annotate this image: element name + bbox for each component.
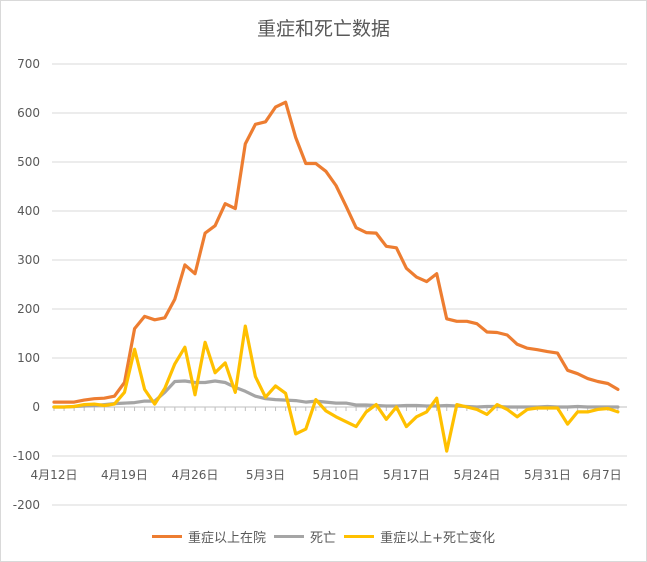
x-tick-label: 4月12日 — [31, 468, 78, 482]
legend-item: 重症以上在院 — [152, 527, 266, 546]
y-tick-label: 700 — [17, 57, 40, 71]
legend-item: 重症以上+死亡变化 — [344, 527, 495, 546]
x-tick-label: 5月17日 — [383, 468, 430, 482]
y-axis-ticks: -200 -100 0 100 200 300 400 500 600 700 — [13, 57, 40, 512]
x-axis: 4月12日 4月19日 4月26日 5月3日 5月10日 5月17日 5月24日 5月31日 6… — [31, 406, 627, 482]
y-tick-label: -100 — [13, 449, 40, 463]
y-tick-label: 600 — [17, 106, 40, 120]
series-line-1 — [52, 100, 620, 404]
series-lines — [52, 100, 620, 453]
legend: 重症以上在院 死亡 重症以上+死亡变化 — [0, 527, 647, 546]
y-tick-label: 500 — [17, 155, 40, 169]
y-tick-label: 100 — [17, 351, 40, 365]
legend-label-1: 重症以上在院 — [188, 531, 267, 546]
legend-item: 死亡 — [274, 527, 336, 546]
x-tick-label: 5月10日 — [313, 468, 360, 482]
y-tick-label: -200 — [13, 498, 40, 512]
series-line-3 — [52, 324, 620, 453]
legend-swatch-3 — [344, 535, 375, 538]
y-tick-label: 400 — [17, 204, 40, 218]
y-tick-label: 300 — [17, 253, 40, 267]
gridlines — [52, 63, 627, 506]
x-tick-label: 5月31日 — [524, 468, 571, 482]
series-line-2 — [52, 379, 620, 409]
legend-label-2: 死亡 — [310, 531, 337, 546]
x-tick-label: 5月3日 — [246, 468, 285, 482]
y-tick-label: 0 — [32, 400, 40, 414]
x-tick-label: 4月26日 — [172, 468, 219, 482]
x-tick-label: 4月19日 — [101, 468, 148, 482]
legend-swatch-2 — [274, 535, 305, 538]
legend-swatch-1 — [152, 535, 183, 538]
y-tick-label: 200 — [17, 302, 40, 316]
chart-title: 重症和死亡数据 — [256, 18, 390, 40]
legend-label-3: 重症以上+死亡变化 — [380, 531, 495, 546]
x-tick-label: 5月24日 — [453, 468, 500, 482]
x-tick-label: 6月7日 — [582, 468, 621, 482]
